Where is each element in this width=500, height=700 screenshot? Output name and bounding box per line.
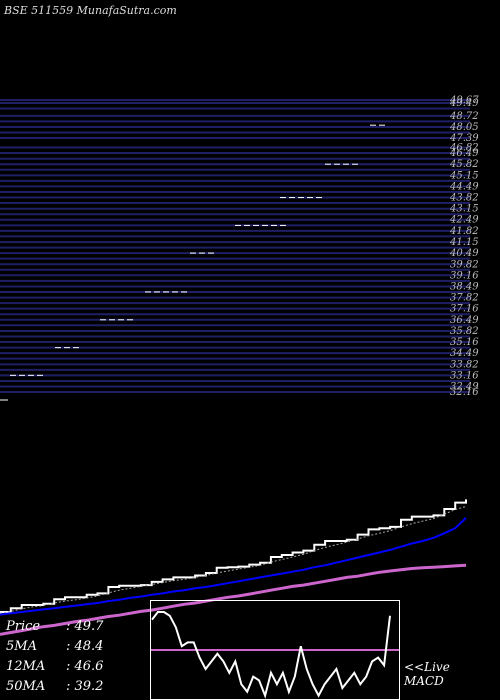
price-level-label: 32.49 <box>450 381 479 392</box>
site-label: BSE 511559 MunafaSutra.com <box>4 4 177 17</box>
price-level-label: 37.82 <box>450 293 479 304</box>
macd-line <box>151 611 391 699</box>
price-level-label: 44.49 <box>449 181 479 192</box>
price-level-label: 48.72 <box>449 111 479 122</box>
macd-panel <box>150 600 400 700</box>
price-and-moving-average-lines <box>0 499 467 636</box>
price-level-label: 38.49 <box>450 281 479 292</box>
price-level-label: 34.49 <box>450 348 479 359</box>
price-level-label: 47.39 <box>449 133 479 144</box>
price-level-label: 45.82 <box>449 159 479 170</box>
price-level-label: 32.16 <box>450 387 479 398</box>
ma12-line <box>0 517 467 616</box>
price-level-label: 49.67 <box>449 95 479 106</box>
price-level-label: 35.82 <box>450 326 479 337</box>
price-level-label: 39.82 <box>450 259 479 270</box>
stat-price: Price: 49.7 <box>6 619 104 634</box>
stat-12ma: 12MA: 46.6 <box>6 659 104 674</box>
stat-50ma: 50MA: 39.2 <box>6 679 104 694</box>
price-level-label: 46.82 <box>449 143 479 154</box>
price-level-label: 46.49 <box>449 148 479 159</box>
price-level-label: 39.16 <box>450 270 479 281</box>
price-level-label: 43.15 <box>449 204 479 215</box>
price-level-label: 49.49 <box>449 98 479 109</box>
price-level-label: 33.16 <box>450 370 479 381</box>
price-level-label: 36.49 <box>450 315 479 326</box>
ma50-line <box>0 563 467 636</box>
price-level-label: 33.82 <box>450 359 479 370</box>
price-level-label: 41.82 <box>449 226 479 237</box>
price-level-label: 35.16 <box>450 337 479 348</box>
macd-label[interactable]: <<Live MACD <box>404 660 450 688</box>
stat-5ma: 5MA: 48.4 <box>6 639 104 654</box>
price-level-label: 40.49 <box>449 248 479 259</box>
macd-plot <box>151 611 399 699</box>
price-level-label: 42.49 <box>449 215 479 226</box>
stats-panel: Price: 49.7 5MA: 48.4 12MA: 46.6 50MA: 3… <box>6 617 103 697</box>
price-level-bands <box>0 99 470 401</box>
price-level-label: 43.82 <box>449 193 479 204</box>
price-level-label: 37.16 <box>450 304 479 315</box>
price-level-label: 41.15 <box>449 237 479 248</box>
price-level-label: 48.05 <box>449 122 479 133</box>
price-line <box>0 499 467 613</box>
ma5-line <box>0 505 467 614</box>
volume-at-price-marks <box>10 124 385 376</box>
price-level-label: 45.15 <box>449 170 479 181</box>
